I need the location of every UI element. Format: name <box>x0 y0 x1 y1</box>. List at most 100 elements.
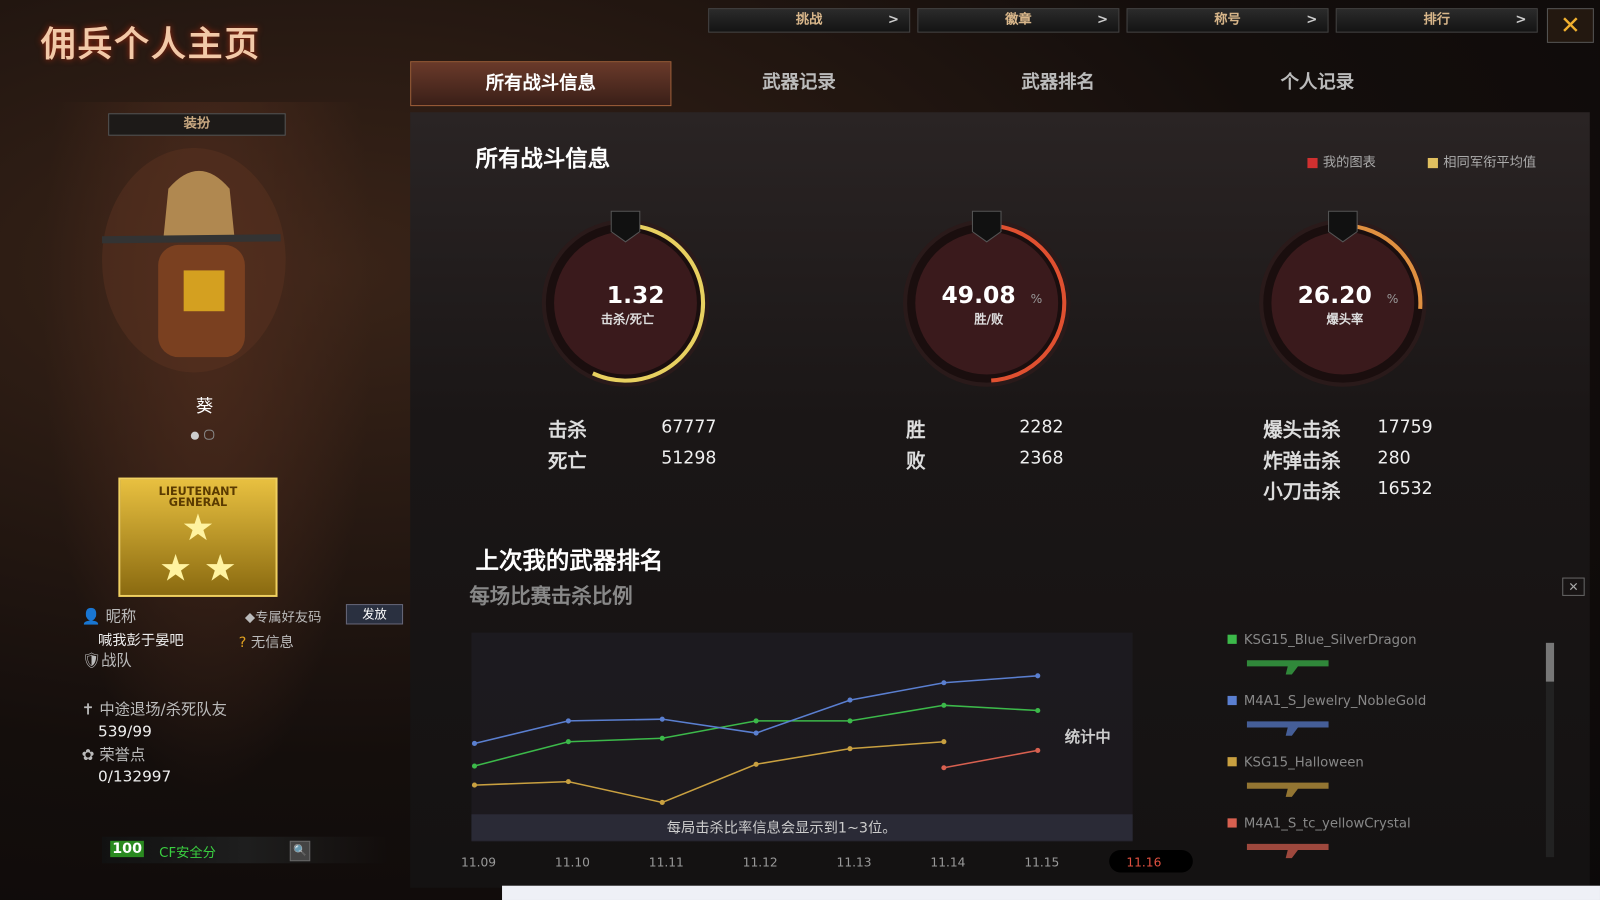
gauge-icon <box>1328 210 1358 243</box>
gauge-arc <box>1342 223 1423 310</box>
top-button[interactable]: 排行 > <box>1335 8 1538 33</box>
x-tick-label: 11.15 <box>1024 855 1059 869</box>
legend-swatch <box>1227 695 1237 706</box>
page-title: 佣兵个人主页 <box>40 24 262 66</box>
gauge-arc <box>986 223 1067 383</box>
series-point <box>847 718 853 724</box>
series-point <box>565 718 571 724</box>
nickname: 喊我彭于晏吧 <box>97 632 184 649</box>
tab[interactable]: 个人记录 <box>1280 71 1355 93</box>
series-point <box>471 782 478 788</box>
stat-label: 击杀 <box>547 419 587 442</box>
legend-swatch <box>1227 757 1237 767</box>
legend-label: M4A1_S_tc_yellowCrystal <box>1244 817 1411 832</box>
x-tick-label: 11.14 <box>930 855 965 869</box>
legend-item: ■ 相同军衔平均值 <box>1426 155 1537 171</box>
bottom-strip <box>502 885 1600 900</box>
series-point <box>753 761 759 767</box>
stat-label: 小刀击杀 <box>1263 480 1341 504</box>
tab[interactable]: 所有战斗信息 <box>410 61 672 107</box>
weapon-icon <box>1246 782 1329 797</box>
x-tick-label: 11.16 <box>1126 855 1161 869</box>
x-tick-label: 11.12 <box>743 855 778 869</box>
top-button-label: 徽章 <box>1005 12 1032 28</box>
series-point <box>1035 707 1041 714</box>
x-tick-highlight <box>1109 849 1193 873</box>
series-point <box>565 779 571 785</box>
gauge-inner <box>915 231 1059 375</box>
top-button-label: 称号 <box>1214 12 1241 28</box>
gauge-unit: % <box>1031 292 1043 306</box>
stat-value: 280 <box>1377 447 1411 469</box>
series-point <box>941 739 947 745</box>
series-point <box>659 735 665 741</box>
scrollbar[interactable] <box>1545 642 1555 858</box>
gauge-label: 击杀/死亡 <box>601 311 654 326</box>
weapon-icon <box>1246 843 1329 859</box>
gauge-inner <box>1271 231 1415 375</box>
rank-text: LIEUTENANT GENERAL <box>158 484 238 510</box>
stat-value: 51298 <box>661 447 717 469</box>
top-button-label: 挑战 <box>795 12 823 28</box>
x-tick-label: 11.10 <box>555 855 590 869</box>
stat-value: 17759 <box>1377 417 1433 438</box>
gauge-value: 26.20 <box>1298 281 1372 309</box>
chart-title: 上次我的武器排名 <box>475 547 664 575</box>
plot-area <box>471 632 1133 842</box>
honor-label: ✿ 荣誉点 <box>81 745 146 765</box>
stat-value: 16532 <box>1377 478 1433 499</box>
gauge-inner <box>554 231 697 375</box>
series-point <box>941 702 947 708</box>
top-button[interactable]: 徽章 > <box>917 8 1120 33</box>
weapon-icon <box>1246 721 1329 736</box>
gauge-icon <box>971 210 1002 243</box>
legend-label: M4A1_S_Jewelry_NobleGold <box>1244 694 1426 709</box>
stats-title: 所有战斗信息 <box>475 146 611 173</box>
x-tick-label: 11.09 <box>461 855 496 869</box>
top-button[interactable]: 挑战 > <box>708 8 911 33</box>
legend-label: KSG15_Halloween <box>1244 755 1364 770</box>
stat-label: 死亡 <box>547 449 587 473</box>
series-line <box>474 740 944 804</box>
legend-swatch <box>1227 818 1237 828</box>
rank-badge: LIEUTENANT GENERAL ★ ★ ★ <box>118 477 278 597</box>
series-point <box>941 765 947 771</box>
close-button[interactable]: ✕ <box>1546 8 1594 43</box>
top-button[interactable]: 称号 > <box>1126 8 1329 33</box>
security-bar <box>102 836 388 864</box>
x-tick-label: 11.13 <box>837 855 872 869</box>
series-point <box>753 718 759 724</box>
series-point <box>1035 747 1041 753</box>
security-label: CF安全分 <box>159 845 216 862</box>
series-point <box>753 730 759 736</box>
gauge-layer: 1.32 击杀/死亡 49.08 % 胜/败 26.20 % 爆头率 <box>541 210 1427 387</box>
series-point <box>659 799 665 805</box>
nickname-label: 👤 昵称 <box>81 607 137 626</box>
legend-swatch <box>1227 634 1237 644</box>
chart-subtitle: 每场比赛击杀比例 <box>469 583 633 609</box>
top-button-label: 排行 <box>1423 12 1450 28</box>
gauge-value: 1.32 <box>607 281 665 309</box>
send-button[interactable]: 发放 <box>345 604 404 625</box>
chart-note: 每局击杀比率信息会显示到1~3位。 <box>667 820 897 837</box>
team-label: 🛡战队 <box>81 651 132 670</box>
page-dots <box>190 424 222 440</box>
stat-label: 爆头击杀 <box>1263 419 1341 442</box>
note-bar <box>471 814 1133 841</box>
chart-close[interactable]: ✕ <box>1562 577 1585 596</box>
honor-value: 0/132997 <box>97 767 172 786</box>
gauge-label: 爆头率 <box>1327 311 1364 326</box>
stat-label: 胜 <box>906 419 926 442</box>
outfit-button[interactable]: 装扮 <box>108 113 286 136</box>
series-point <box>659 716 665 722</box>
search-button[interactable]: 🔍 <box>289 840 311 862</box>
series-point <box>847 746 853 752</box>
series-line <box>943 749 1038 769</box>
security-score: 100 <box>110 840 145 858</box>
tab[interactable]: 武器记录 <box>762 71 836 93</box>
series-point <box>941 680 947 686</box>
tab[interactable]: 武器排名 <box>1021 71 1095 93</box>
character-portrait <box>101 147 286 373</box>
chart-status: 统计中 <box>1065 728 1111 746</box>
